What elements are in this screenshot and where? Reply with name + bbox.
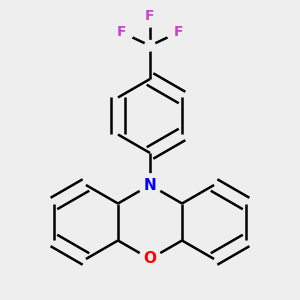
Circle shape	[110, 21, 133, 44]
Circle shape	[139, 248, 161, 270]
Text: O: O	[143, 251, 157, 266]
Circle shape	[139, 174, 161, 196]
Text: F: F	[145, 9, 155, 23]
Text: F: F	[117, 26, 127, 39]
Circle shape	[139, 4, 161, 27]
Circle shape	[145, 40, 155, 51]
Circle shape	[167, 21, 190, 44]
Text: F: F	[173, 26, 183, 39]
Text: N: N	[144, 178, 156, 193]
